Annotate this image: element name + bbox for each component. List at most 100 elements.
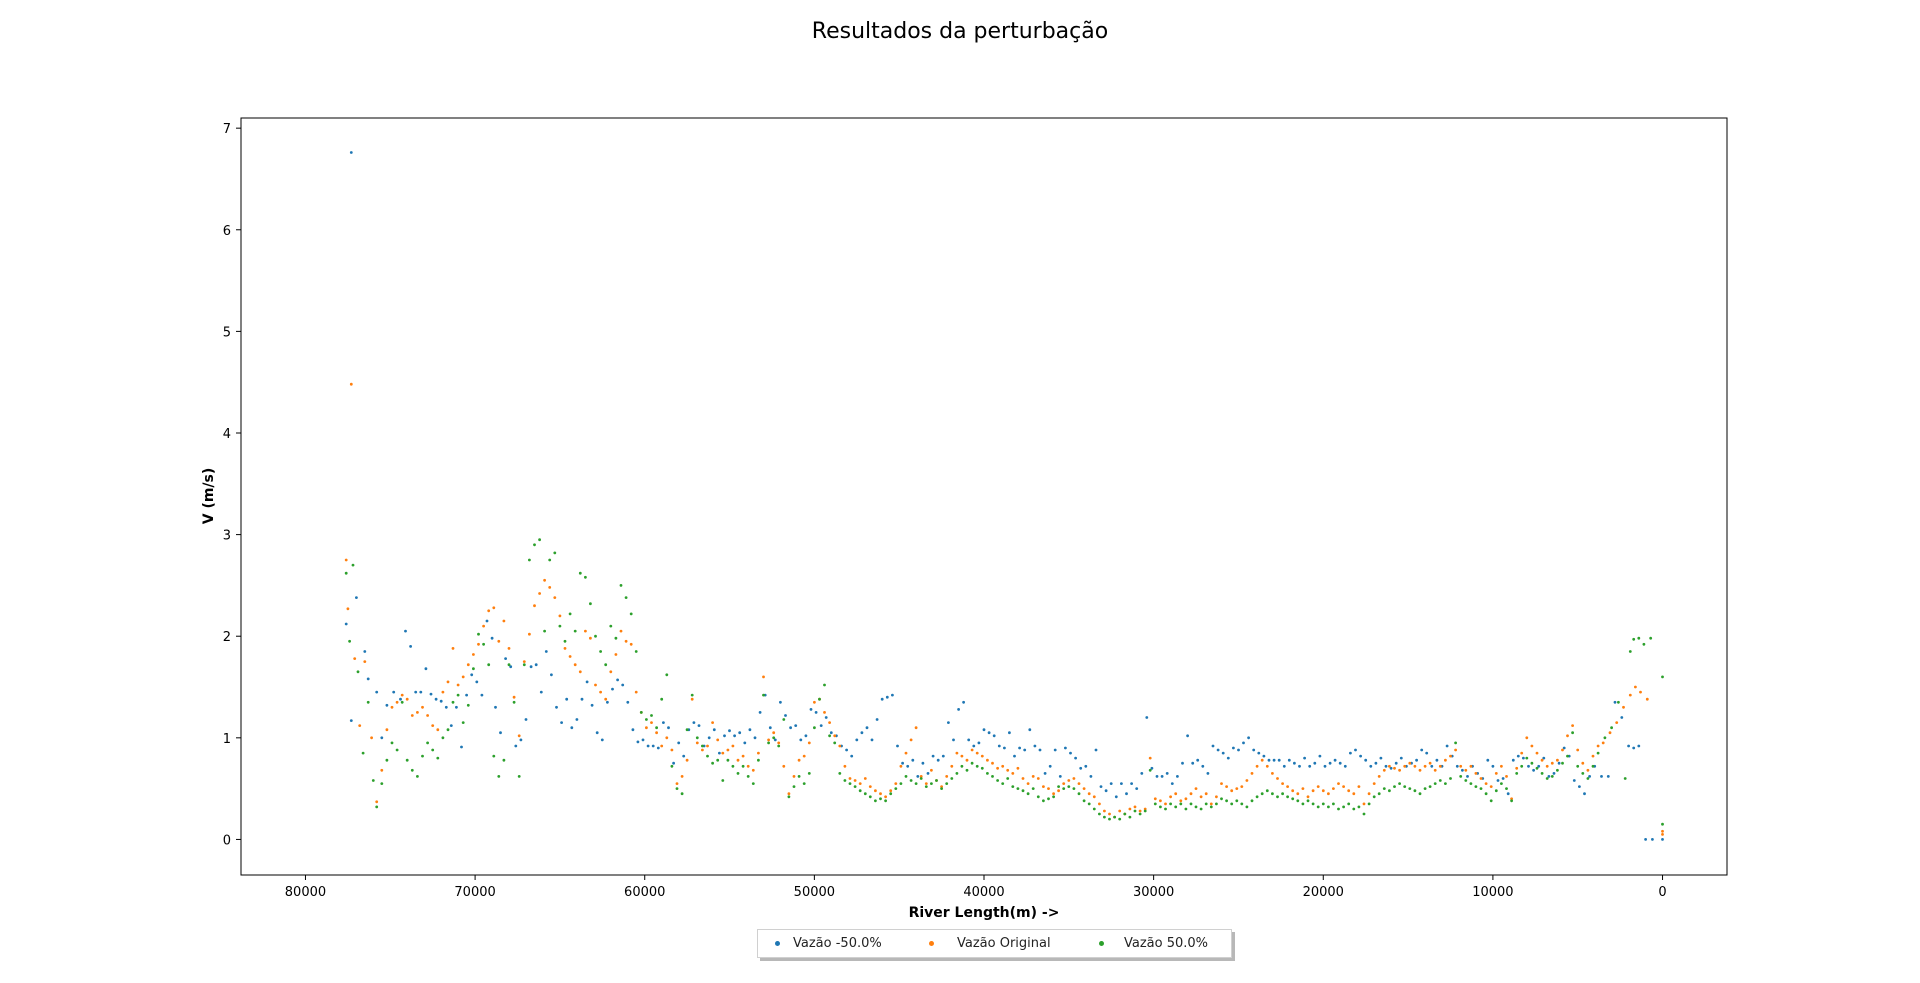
data-point-series-1 bbox=[901, 761, 904, 765]
data-point-series-1 bbox=[804, 734, 808, 738]
data-point-series-2 bbox=[568, 655, 572, 658]
y-tick-label: 2 bbox=[223, 630, 231, 645]
data-point-series-2 bbox=[1255, 764, 1259, 768]
data-point-series-2 bbox=[1169, 795, 1172, 799]
data-point-series-2 bbox=[451, 647, 455, 650]
data-point-series-3 bbox=[1449, 777, 1452, 780]
data-point-series-3 bbox=[482, 642, 485, 646]
data-point-series-3 bbox=[1489, 799, 1493, 803]
data-point-series-1 bbox=[651, 744, 655, 748]
y-tick-label: 3 bbox=[223, 529, 231, 544]
data-point-series-2 bbox=[807, 741, 811, 745]
data-point-series-1 bbox=[1323, 764, 1327, 768]
data-point-series-2 bbox=[1250, 772, 1254, 775]
data-point-series-3 bbox=[1306, 799, 1310, 803]
x-tick-label: 70000 bbox=[454, 885, 495, 900]
x-tick-label: 20000 bbox=[1303, 885, 1344, 900]
data-point-series-3 bbox=[1092, 807, 1096, 811]
data-point-series-2 bbox=[1556, 758, 1559, 762]
data-point-series-1 bbox=[758, 711, 762, 714]
data-point-series-2 bbox=[385, 728, 389, 732]
data-point-series-1 bbox=[1277, 758, 1281, 762]
x-tick-label: 80000 bbox=[285, 885, 326, 900]
data-point-series-1 bbox=[941, 754, 945, 758]
data-point-series-2 bbox=[741, 754, 745, 758]
data-point-series-3 bbox=[1021, 789, 1025, 793]
y-tick-label: 4 bbox=[223, 427, 231, 442]
data-point-series-2 bbox=[584, 629, 587, 633]
data-point-series-2 bbox=[1413, 764, 1417, 768]
data-point-series-2 bbox=[346, 607, 350, 611]
data-point-series-3 bbox=[1377, 792, 1381, 796]
data-point-series-3 bbox=[1098, 812, 1101, 816]
data-point-series-3 bbox=[1123, 812, 1127, 816]
x-tick-label: 30000 bbox=[1133, 885, 1174, 900]
data-point-series-3 bbox=[1637, 636, 1641, 640]
data-point-series-2 bbox=[1087, 792, 1091, 796]
data-point-series-1 bbox=[631, 728, 635, 732]
x-tick-label: 60000 bbox=[624, 885, 665, 900]
data-point-series-2 bbox=[726, 748, 730, 752]
data-point-series-2 bbox=[1215, 795, 1218, 799]
data-point-series-1 bbox=[1620, 716, 1624, 719]
data-point-series-1 bbox=[1583, 792, 1586, 796]
data-point-series-1 bbox=[344, 622, 348, 626]
data-point-series-2 bbox=[1082, 787, 1086, 790]
data-point-series-3 bbox=[466, 703, 470, 707]
data-point-series-1 bbox=[667, 726, 670, 730]
data-point-series-3 bbox=[1087, 802, 1091, 806]
data-point-series-1 bbox=[656, 746, 660, 750]
data-point-series-1 bbox=[794, 724, 798, 727]
data-point-series-2 bbox=[792, 775, 796, 778]
data-point-series-2 bbox=[1011, 772, 1015, 775]
data-point-series-2 bbox=[629, 642, 633, 646]
data-point-series-3 bbox=[344, 571, 348, 575]
data-point-series-1 bbox=[789, 726, 792, 730]
data-point-series-2 bbox=[1352, 792, 1356, 796]
data-point-series-3 bbox=[609, 624, 613, 628]
data-point-series-1 bbox=[728, 729, 731, 733]
data-point-series-2 bbox=[1098, 802, 1101, 806]
data-point-series-1 bbox=[1466, 775, 1469, 778]
data-point-series-1 bbox=[1257, 751, 1261, 755]
data-point-series-1 bbox=[1221, 751, 1225, 755]
data-point-series-3 bbox=[960, 764, 964, 768]
data-point-series-2 bbox=[670, 748, 674, 752]
data-point-series-3 bbox=[1286, 795, 1289, 799]
data-point-series-1 bbox=[962, 700, 965, 704]
data-point-series-3 bbox=[624, 596, 628, 599]
data-point-series-2 bbox=[1489, 785, 1493, 788]
data-point-series-2 bbox=[1265, 764, 1269, 768]
data-point-series-3 bbox=[1566, 754, 1569, 758]
y-tick-label: 5 bbox=[223, 325, 231, 340]
data-point-series-1 bbox=[611, 687, 614, 691]
data-point-series-1 bbox=[590, 703, 594, 707]
data-point-series-2 bbox=[1189, 792, 1193, 796]
data-point-series-2 bbox=[843, 764, 847, 768]
data-point-series-2 bbox=[349, 382, 353, 386]
data-point-series-3 bbox=[1255, 795, 1259, 799]
data-point-series-1 bbox=[1522, 756, 1525, 760]
data-point-series-1 bbox=[1038, 748, 1042, 752]
data-point-series-1 bbox=[718, 751, 721, 755]
data-point-series-3 bbox=[1036, 795, 1040, 799]
data-point-series-2 bbox=[1459, 764, 1463, 768]
data-point-series-3 bbox=[1159, 805, 1162, 809]
data-point-series-1 bbox=[595, 731, 599, 735]
data-point-series-1 bbox=[1064, 746, 1067, 750]
data-point-series-3 bbox=[589, 602, 592, 606]
y-axis-label: V (m/s) bbox=[201, 468, 217, 525]
data-point-series-3 bbox=[1164, 807, 1167, 811]
data-point-series-2 bbox=[655, 731, 658, 735]
data-point-series-3 bbox=[914, 782, 918, 785]
legend-label-series-1: Vazão -50.0% bbox=[793, 936, 882, 951]
data-point-series-1 bbox=[1572, 779, 1576, 782]
data-point-series-1 bbox=[1028, 728, 1032, 732]
data-point-series-1 bbox=[1196, 758, 1200, 762]
data-point-series-3 bbox=[848, 782, 852, 785]
data-point-series-1 bbox=[606, 700, 609, 704]
data-point-series-3 bbox=[680, 792, 684, 796]
data-point-series-3 bbox=[1113, 815, 1116, 819]
data-point-series-1 bbox=[1613, 700, 1617, 704]
data-point-series-2 bbox=[1021, 777, 1025, 780]
